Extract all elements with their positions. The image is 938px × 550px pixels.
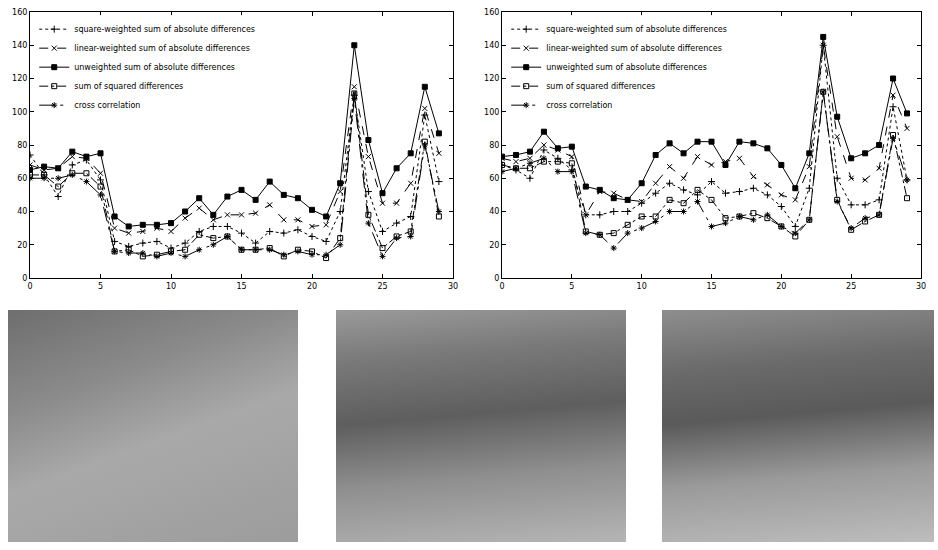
svg-text:0: 0: [494, 274, 499, 283]
svg-text:20: 20: [489, 241, 499, 250]
svg-text:linear-weighted sum of absolut: linear-weighted sum of absolute differen…: [74, 44, 250, 53]
svg-text:120: 120: [484, 74, 499, 83]
svg-text:unweighted sum of absolute dif: unweighted sum of absolute differences: [74, 63, 235, 72]
svg-text:10: 10: [166, 282, 176, 291]
svg-text:linear-weighted sum of absolut: linear-weighted sum of absolute differen…: [546, 44, 722, 53]
svg-text:100: 100: [12, 108, 27, 117]
svg-text:cross correlation: cross correlation: [74, 101, 140, 110]
svg-text:0: 0: [499, 282, 504, 291]
svg-text:10: 10: [637, 282, 647, 291]
svg-text:20: 20: [17, 241, 27, 250]
svg-text:30: 30: [916, 282, 926, 291]
svg-text:5: 5: [98, 282, 103, 291]
svg-text:30: 30: [448, 282, 458, 291]
svg-text:20: 20: [776, 282, 786, 291]
svg-text:0: 0: [22, 274, 27, 283]
svg-text:160: 160: [12, 8, 27, 17]
svg-text:100: 100: [484, 108, 499, 117]
svg-text:40: 40: [489, 207, 499, 216]
svg-text:40: 40: [17, 207, 27, 216]
svg-text:sum of squared differences: sum of squared differences: [546, 82, 655, 91]
svg-text:cross correlation: cross correlation: [546, 101, 612, 110]
svg-text:0: 0: [27, 282, 32, 291]
svg-text:15: 15: [236, 282, 246, 291]
svg-text:unweighted sum of absolute dif: unweighted sum of absolute differences: [546, 63, 707, 72]
svg-text:20: 20: [307, 282, 317, 291]
svg-text:25: 25: [377, 282, 387, 291]
svg-text:140: 140: [12, 41, 27, 50]
svg-text:square-weighted sum of absolut: square-weighted sum of absolute differen…: [74, 25, 255, 34]
svg-text:15: 15: [706, 282, 716, 291]
svg-text:160: 160: [484, 8, 499, 17]
svg-text:80: 80: [17, 141, 27, 150]
svg-text:80: 80: [489, 141, 499, 150]
svg-text:5: 5: [569, 282, 574, 291]
svg-text:sum of squared differences: sum of squared differences: [74, 82, 183, 91]
svg-text:120: 120: [12, 74, 27, 83]
svg-text:square-weighted sum of absolut: square-weighted sum of absolute differen…: [546, 25, 727, 34]
svg-text:140: 140: [484, 41, 499, 50]
svg-text:25: 25: [846, 282, 856, 291]
svg-text:60: 60: [17, 174, 27, 183]
svg-text:60: 60: [489, 174, 499, 183]
